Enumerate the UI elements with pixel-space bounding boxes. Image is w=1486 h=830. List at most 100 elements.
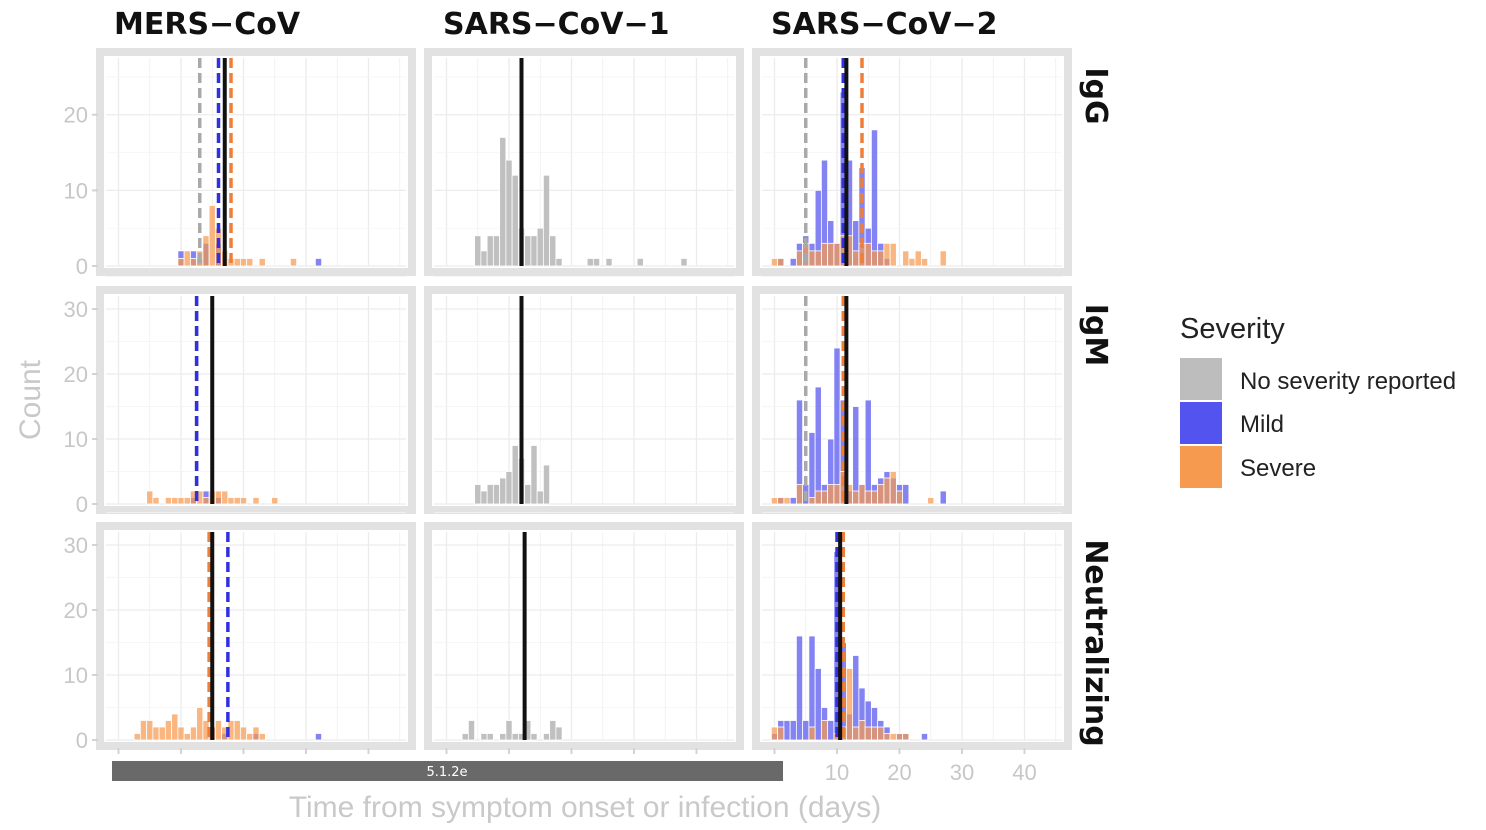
bar-none (530, 235, 538, 267)
bar-severe (852, 726, 860, 741)
bar-severe (814, 490, 822, 505)
bar-none (499, 137, 507, 267)
bar-severe (858, 484, 866, 505)
y-tick-label: 0 (76, 728, 88, 753)
bar-none (536, 227, 544, 267)
bar-none (530, 445, 538, 505)
bar-severe (889, 242, 897, 267)
row-title-neutralizing: Neutralizing (1078, 539, 1113, 746)
bar-none (505, 471, 513, 505)
bar-severe (858, 720, 866, 741)
bar-none (480, 250, 488, 267)
bar-severe (864, 490, 872, 505)
bar-severe (239, 726, 248, 741)
col-title-sars2: SARS−CoV−2 (771, 7, 998, 42)
bar-severe (177, 497, 185, 505)
bar-mild (789, 720, 797, 741)
bar-severe (883, 242, 891, 267)
bar-severe (164, 497, 173, 505)
bar-severe (208, 205, 216, 267)
bar-severe (252, 497, 260, 505)
panel-border (752, 522, 1072, 750)
bar-severe (196, 707, 204, 741)
panel-border (96, 48, 416, 276)
legend: Severity No severity reported Mild Sever… (1180, 313, 1456, 488)
bar-severe (239, 497, 248, 505)
bar-none (542, 174, 551, 267)
y-tick-label: 10 (64, 663, 88, 688)
bar-severe (183, 733, 191, 741)
bar-none (524, 484, 532, 505)
bar-mild (852, 406, 860, 505)
bar-severe (783, 497, 791, 505)
bar-severe (795, 484, 804, 505)
bar-none (555, 258, 563, 267)
bar-severe (895, 490, 904, 505)
bar-severe (164, 720, 173, 741)
bar-none (461, 733, 469, 741)
bar-severe (233, 497, 241, 505)
bar-severe (820, 242, 829, 267)
y-tick-label: 30 (64, 297, 88, 322)
bar-none (586, 258, 594, 267)
footer-bar (112, 761, 783, 781)
bar-severe (227, 497, 235, 505)
bar-severe (777, 258, 785, 267)
bar-severe (777, 497, 785, 505)
bar-mild (814, 386, 822, 505)
panel-igm-mers-cov (96, 276, 416, 514)
bar-severe (827, 242, 835, 267)
bar-severe (777, 726, 785, 741)
bar-severe (246, 258, 254, 267)
bar-severe (902, 733, 910, 741)
bar-mild (814, 668, 822, 741)
bar-severe (939, 250, 947, 267)
panel-border (752, 48, 1072, 276)
bar-severe (814, 250, 822, 267)
bar-severe (289, 258, 298, 267)
bar-severe (820, 720, 829, 741)
bar-severe (139, 720, 148, 741)
panel-border (96, 286, 416, 514)
col-title-sars1: SARS−CoV−1 (443, 7, 670, 42)
bar-mild (314, 258, 323, 267)
bar-severe (902, 250, 910, 267)
bar-mild (314, 733, 323, 741)
row-title-igm: IgM (1078, 304, 1113, 367)
bar-severe (177, 726, 185, 741)
bar-severe (827, 484, 835, 505)
legend-label-none: No severity reported (1240, 368, 1456, 395)
panel-border (424, 286, 744, 514)
bar-mild (870, 129, 879, 267)
bar-severe (246, 733, 254, 741)
bar-mild (802, 720, 810, 741)
bar-severe (914, 250, 922, 267)
bar-none (499, 733, 507, 741)
bar-severe (133, 733, 141, 741)
panel-border (752, 286, 1072, 514)
bar-severe (233, 720, 241, 741)
panel-neutralizing-mers-cov (96, 512, 416, 750)
x-axis-title: Time from symptom onset or infection (da… (289, 791, 881, 824)
panel-igg-mers-cov (96, 48, 416, 276)
legend-key-none (1180, 358, 1222, 400)
bar-none (467, 720, 476, 741)
row-title-igg: IgG (1078, 67, 1113, 124)
bar-severe (883, 733, 891, 741)
bar-none (511, 733, 519, 741)
panel-border (96, 522, 416, 750)
panel-neutralizing-sars-cov-2 (752, 512, 1072, 750)
bar-none (549, 235, 557, 267)
x-tick-label: 20 (887, 760, 911, 785)
bar-severe (152, 497, 160, 505)
legend-key-mild (1180, 402, 1222, 444)
bar-severe (146, 490, 154, 505)
bar-severe (189, 258, 198, 267)
bar-none (605, 258, 613, 267)
bar-none (549, 720, 557, 741)
bar-severe (870, 250, 879, 267)
y-tick-label: 30 (64, 533, 88, 558)
bar-severe (152, 726, 160, 741)
bar-severe (177, 258, 185, 267)
bar-none (536, 490, 544, 505)
